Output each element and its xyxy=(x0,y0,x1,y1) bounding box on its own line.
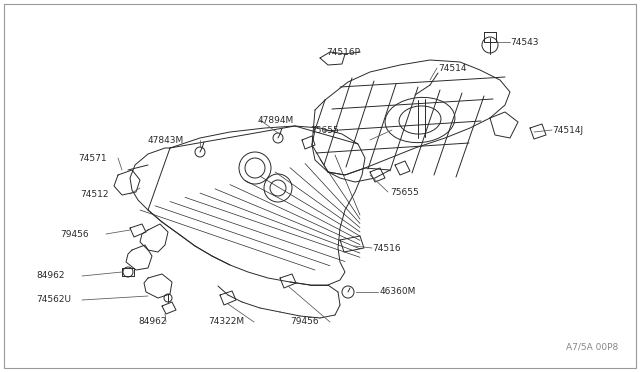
Text: 79456: 79456 xyxy=(60,230,88,238)
Text: 74322M: 74322M xyxy=(208,317,244,327)
Text: 74543: 74543 xyxy=(510,38,538,46)
Text: 75655: 75655 xyxy=(390,187,419,196)
Text: 74514J: 74514J xyxy=(552,125,583,135)
Text: 74516P: 74516P xyxy=(326,48,360,57)
Text: 84962: 84962 xyxy=(36,272,65,280)
Text: 74512: 74512 xyxy=(80,189,109,199)
Text: 74514: 74514 xyxy=(438,64,467,73)
Text: 84962: 84962 xyxy=(138,317,166,327)
Text: 79456: 79456 xyxy=(290,317,319,327)
Text: 47894M: 47894M xyxy=(258,115,294,125)
Text: 75655: 75655 xyxy=(310,125,339,135)
Text: 46360M: 46360M xyxy=(380,288,417,296)
Text: 74516: 74516 xyxy=(372,244,401,253)
Text: 74571: 74571 xyxy=(78,154,107,163)
Text: 74562U: 74562U xyxy=(36,295,71,305)
Text: A7/5A 00P8: A7/5A 00P8 xyxy=(566,343,618,352)
Text: 47843M: 47843M xyxy=(148,135,184,144)
